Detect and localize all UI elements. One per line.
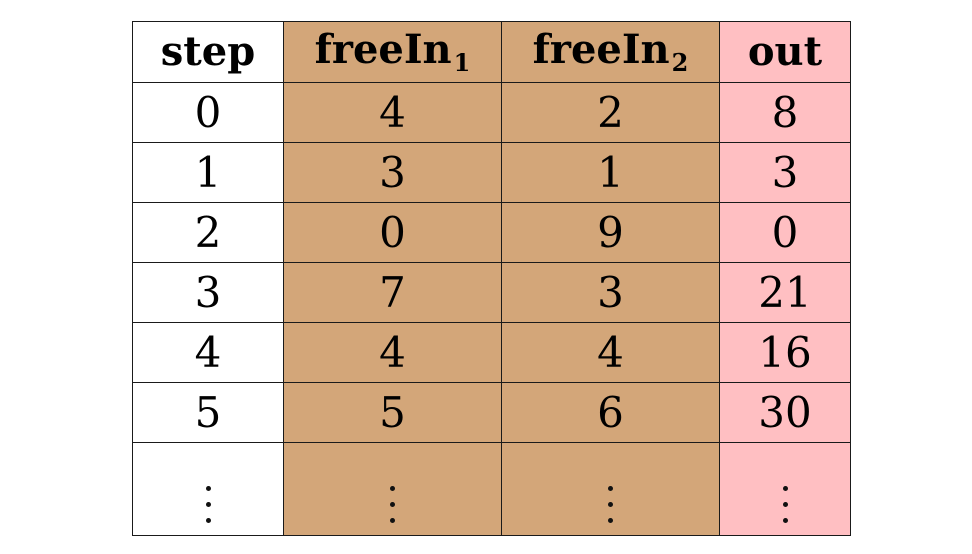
header-freein-1: freeIn1 (283, 21, 502, 83)
vertical-ellipsis-icon (501, 442, 720, 536)
cell-step: 1 (132, 142, 284, 203)
cell-freein-2: 1 (501, 142, 720, 203)
table-row: 0 4 2 8 (132, 82, 851, 143)
cell-freein-2: 6 (501, 382, 720, 443)
cell-step: 4 (132, 322, 284, 383)
cell-freein-2: 9 (501, 202, 720, 263)
cell-freein-2: 2 (501, 82, 720, 143)
cell-out: 8 (719, 82, 851, 143)
cell-out: 30 (719, 382, 851, 443)
table-row: 3 7 3 21 (132, 262, 851, 323)
cell-freein-1: 0 (283, 202, 502, 263)
header-row: step freeIn1 freeIn2 out (132, 21, 851, 83)
trace-table: step freeIn1 freeIn2 out 0 4 2 8 1 3 1 3… (132, 21, 851, 536)
cell-freein-1: 5 (283, 382, 502, 443)
cell-freein-1: 7 (283, 262, 502, 323)
table-row: 2 0 9 0 (132, 202, 851, 263)
table-row: 4 4 4 16 (132, 322, 851, 383)
cell-freein-2: 4 (501, 322, 720, 383)
cell-step: 0 (132, 82, 284, 143)
table-row: 1 3 1 3 (132, 142, 851, 203)
vertical-ellipsis-icon (132, 442, 284, 536)
continuation-row (132, 442, 851, 536)
cell-freein-1: 4 (283, 82, 502, 143)
cell-out: 16 (719, 322, 851, 383)
cell-step: 5 (132, 382, 284, 443)
header-step: step (132, 21, 284, 83)
cell-out: 0 (719, 202, 851, 263)
cell-step: 3 (132, 262, 284, 323)
header-freein-2: freeIn2 (501, 21, 720, 83)
table-row: 5 5 6 30 (132, 382, 851, 443)
vertical-ellipsis-icon (719, 442, 851, 536)
trace-table-container: step freeIn1 freeIn2 out 0 4 2 8 1 3 1 3… (132, 21, 851, 536)
cell-freein-1: 3 (283, 142, 502, 203)
header-out: out (719, 21, 851, 83)
vertical-ellipsis-icon (283, 442, 502, 536)
cell-out: 3 (719, 142, 851, 203)
cell-freein-2: 3 (501, 262, 720, 323)
cell-step: 2 (132, 202, 284, 263)
cell-freein-1: 4 (283, 322, 502, 383)
cell-out: 21 (719, 262, 851, 323)
